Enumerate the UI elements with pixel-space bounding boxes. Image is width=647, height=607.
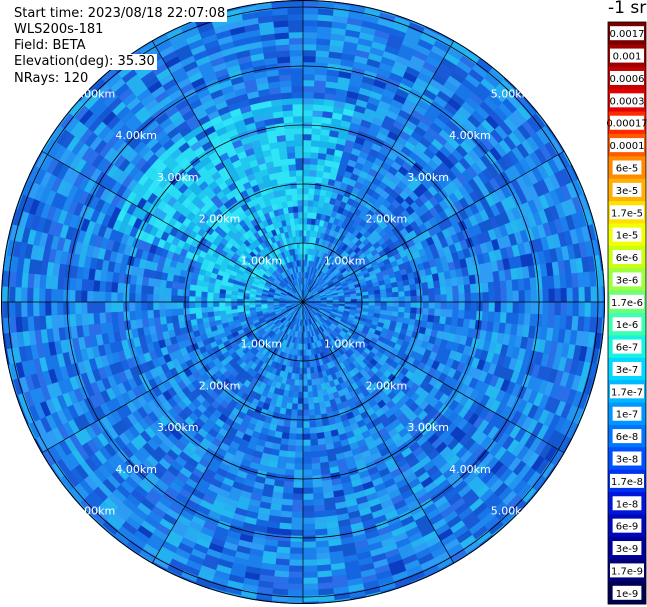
colorbar-label: 6e-6 xyxy=(616,253,639,264)
colorbar-label: 3e-8 xyxy=(616,455,639,466)
ring-label: 2.00km xyxy=(199,379,241,392)
elevation-label: Elevation(deg): 35.30 xyxy=(12,54,157,70)
ring-label: 2.00km xyxy=(366,379,408,392)
ring-label: 5.00km xyxy=(491,87,533,100)
azimuth-spoke xyxy=(41,301,304,454)
ring-label: 4.00km xyxy=(115,463,157,476)
ring-label: 1.00km xyxy=(324,254,366,267)
colorbar-label-bg xyxy=(612,182,642,197)
azimuth-spoke xyxy=(302,150,565,303)
colorbar-label-bg xyxy=(612,496,642,511)
ring-label: 1.00km xyxy=(324,338,366,351)
ring-label: 3.00km xyxy=(407,171,449,184)
nrays-label: NRays: 120 xyxy=(12,71,91,87)
colorbar-label-bg xyxy=(612,518,642,533)
instrument-label: WLS200s-181 xyxy=(12,22,106,38)
colorbar-label: 6e-5 xyxy=(616,164,639,175)
range-ring xyxy=(66,65,540,539)
range-ring-labels: 1.00km 1.00km 1.00km 1.00km 2.00km 2.00km 2.00… xyxy=(74,87,533,517)
colorbar-label: 1e-6 xyxy=(616,320,639,331)
colorbar-label-bg xyxy=(612,317,642,332)
colorbar-label-bg xyxy=(610,70,644,85)
colorbar-label: 6e-8 xyxy=(616,432,639,443)
azimuth-spoke xyxy=(151,40,304,303)
colorbar-label: 1e-7 xyxy=(616,410,639,421)
start-time-label: Start time: 2023/08/18 22:07:08 xyxy=(12,6,228,22)
colorbar-label-bg xyxy=(612,361,642,376)
colorbar-label-bg xyxy=(612,160,642,175)
ring-label: 1.00km xyxy=(240,338,282,351)
colorbar-label: 3e-7 xyxy=(616,365,639,376)
colorbar-label: 3e-6 xyxy=(616,275,639,286)
colorbar-label-bg xyxy=(610,138,644,153)
ring-label: 3.00km xyxy=(157,421,199,434)
colorbar-label: 0.0006 xyxy=(610,74,645,85)
range-ring xyxy=(243,242,363,362)
azimuth-spoke xyxy=(302,40,455,303)
colorbar-label-bg xyxy=(612,541,642,556)
colorbar-label: 3e-9 xyxy=(616,544,639,555)
colorbar-label-bg xyxy=(610,26,644,41)
colorbar-label-bg xyxy=(612,585,642,600)
ring-label: 4.00km xyxy=(449,129,491,142)
ring-label: 3.00km xyxy=(157,171,199,184)
colorbar-label-bg xyxy=(610,48,644,63)
colorbar-label: 0.0003 xyxy=(610,96,645,107)
colorbar-label-bg xyxy=(612,250,642,265)
colorbar-label-bg xyxy=(610,473,644,488)
colorbar-label-bg xyxy=(610,384,644,399)
azimuth-spoke xyxy=(302,301,455,564)
ring-label: 3.00km xyxy=(407,421,449,434)
colorbar-label-bg xyxy=(612,451,642,466)
ring-label: 4.00km xyxy=(449,463,491,476)
colorbar-label-bg xyxy=(612,406,642,421)
ring-label: 2.00km xyxy=(199,213,241,226)
range-ring xyxy=(7,6,599,598)
ring-label: 5.00km xyxy=(491,505,533,518)
range-grid xyxy=(1,0,605,604)
colorbar-label-bg xyxy=(612,429,642,444)
colorbar-label: 6e-7 xyxy=(616,343,639,354)
colorbar-label-bg xyxy=(610,294,644,309)
colorbar-label: 1e-8 xyxy=(616,499,639,510)
colorbar-label-bg xyxy=(610,563,644,578)
colorbar-label: 0.00017 xyxy=(606,119,647,130)
colorbar-label: 1.7e-6 xyxy=(611,298,643,309)
azimuth-spoke xyxy=(151,301,304,564)
ring-label: 1.00km xyxy=(240,254,282,267)
disc-outline xyxy=(1,0,605,604)
colorbar-label: 1e-5 xyxy=(616,231,639,242)
field-label: Field: BETA xyxy=(12,38,88,54)
range-ring xyxy=(125,124,481,480)
azimuth-spoke xyxy=(302,301,565,454)
ring-label: 5.00km xyxy=(74,87,116,100)
colorbar: 0.0017 0.001 0.0006 0.0003 0.00017 0.0001 6e-5… xyxy=(606,21,647,605)
colorbar-label: 0.001 xyxy=(613,52,642,63)
ring-label: 4.00km xyxy=(115,129,157,142)
range-ring xyxy=(184,183,422,421)
colorbar-label-bg xyxy=(610,115,644,130)
colorbar-label: 3e-5 xyxy=(616,186,639,197)
colorbar-label-bg xyxy=(610,93,644,108)
colorbar-label-bg xyxy=(612,272,642,287)
colorbar-label: 1.7e-7 xyxy=(611,387,643,398)
colorbar-unit-title: -1 sr xyxy=(608,0,647,18)
colorbar-label: 6e-9 xyxy=(616,522,639,533)
colorbar-label: 1e-9 xyxy=(616,589,639,600)
azimuth-spoke xyxy=(41,150,304,303)
colorbar-label-bg xyxy=(612,227,642,242)
colorbar-label: 1.7e-9 xyxy=(611,566,643,577)
colorbar-label: 1.7e-8 xyxy=(611,477,643,488)
ring-label: 5.00km xyxy=(74,505,116,518)
colorbar-label-bg xyxy=(610,205,644,220)
colorbar-label: 1.7e-5 xyxy=(611,208,643,219)
ring-label: 2.00km xyxy=(366,213,408,226)
colorbar-label-bg xyxy=(612,339,642,354)
colorbar-label: 0.0017 xyxy=(610,29,645,40)
colorbar-label: 0.0001 xyxy=(610,141,645,152)
